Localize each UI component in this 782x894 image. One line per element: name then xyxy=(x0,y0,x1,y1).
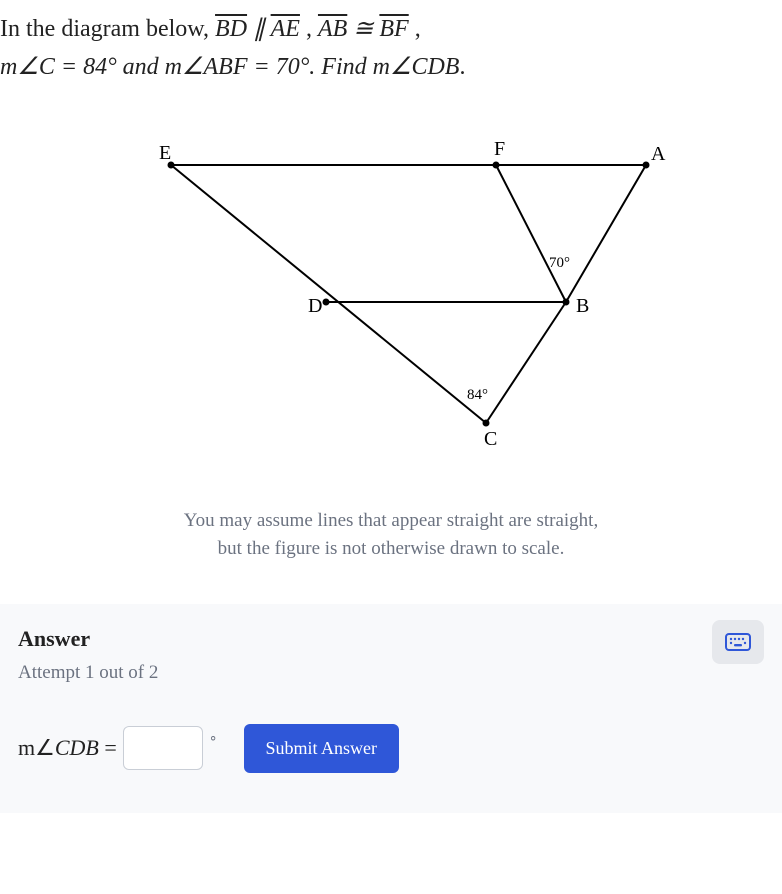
answer-title: Answer xyxy=(18,626,764,652)
m-angle-1: m∠ xyxy=(0,54,39,80)
parallel-sym: ∥ xyxy=(253,16,271,42)
point-label-a: A xyxy=(651,143,666,165)
degree-symbol: ∘ xyxy=(209,730,218,747)
answer-input[interactable] xyxy=(123,726,203,770)
seg-bf: BF xyxy=(379,16,408,42)
scale-note: You may assume lines that appear straigh… xyxy=(0,497,782,604)
seg-bd: BD xyxy=(215,16,247,42)
cong-sym: ≅ xyxy=(353,16,379,42)
point-label-e: E xyxy=(159,142,171,164)
question-text: In the diagram below, BD ∥ AE , AB ≅ BF … xyxy=(0,0,782,87)
ans-prefix: m∠ xyxy=(18,735,55,760)
keyboard-button[interactable] xyxy=(712,620,764,664)
answer-row: m∠CDB = ∘ Submit Answer xyxy=(18,724,764,773)
var-c: C xyxy=(39,54,55,80)
comma2: , xyxy=(415,16,421,42)
attempt-text: Attempt 1 out of 2 xyxy=(18,662,764,684)
point-label-d: D xyxy=(308,295,322,317)
note-line1: You may assume lines that appear straigh… xyxy=(40,507,742,536)
ans-eq: = xyxy=(99,735,117,760)
q-end: . xyxy=(459,54,465,80)
submit-button[interactable]: Submit Answer xyxy=(244,724,400,773)
keyboard-icon xyxy=(725,633,751,651)
angle-label-1: 84° xyxy=(467,387,488,403)
comma1: , xyxy=(306,16,318,42)
angle-label-0: 70° xyxy=(549,255,570,271)
answer-section: Answer Attempt 1 out of 2 m∠CDB = ∘ Subm… xyxy=(0,604,782,813)
var-abf: ABF xyxy=(204,54,248,80)
point-label-b: B xyxy=(576,295,589,317)
ans-var: CDB xyxy=(55,735,99,760)
q-prefix: In the diagram below, xyxy=(0,16,215,42)
eq-70: = 70°. Find m∠ xyxy=(254,54,412,80)
var-cdb: CDB xyxy=(411,54,459,80)
answer-label: m∠CDB = xyxy=(18,735,117,761)
diagram-container: E F A D B C 70° 84° xyxy=(0,87,782,497)
geometry-diagram: E F A D B C 70° 84° xyxy=(111,117,671,477)
seg-ae: AE xyxy=(271,16,300,42)
note-line2: but the figure is not otherwise drawn to… xyxy=(40,535,742,564)
eq-84: = 84° and m∠ xyxy=(61,54,204,80)
point-label-f: F xyxy=(494,138,505,160)
point-label-c: C xyxy=(484,428,497,450)
seg-ab: AB xyxy=(318,16,347,42)
